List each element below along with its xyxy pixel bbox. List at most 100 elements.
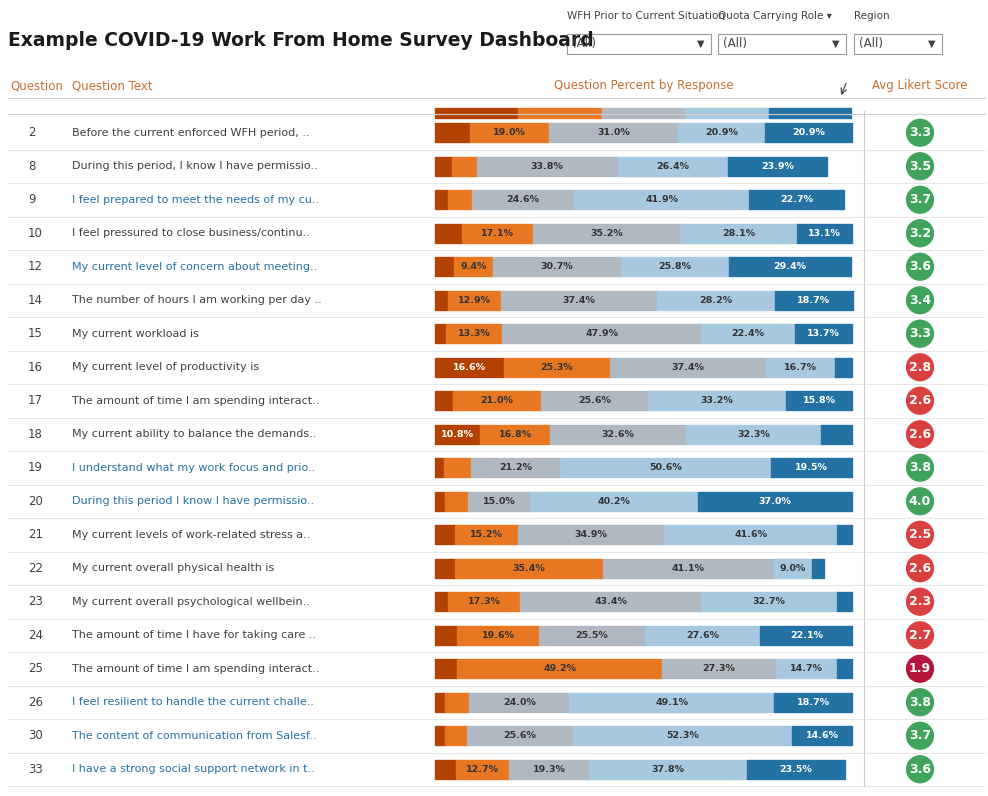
Bar (835, 357, 852, 377)
Bar (447, 324, 502, 343)
Circle shape (907, 689, 934, 716)
Text: 10.8%: 10.8% (441, 430, 474, 439)
Bar (457, 626, 538, 645)
Text: 19: 19 (28, 461, 43, 474)
Bar (574, 190, 749, 209)
Bar (747, 759, 845, 779)
Text: 14: 14 (28, 294, 43, 306)
Bar (435, 291, 448, 310)
Bar (701, 324, 795, 343)
Bar (728, 257, 852, 276)
Text: 9: 9 (28, 193, 36, 206)
Text: 34.9%: 34.9% (575, 530, 608, 539)
Text: 33: 33 (28, 763, 42, 776)
Bar (777, 659, 838, 678)
Text: 14.7%: 14.7% (790, 664, 823, 673)
Text: 10: 10 (28, 227, 42, 240)
Text: 16: 16 (28, 361, 43, 374)
Text: 14.6%: 14.6% (805, 732, 839, 740)
Text: 15.8%: 15.8% (802, 396, 836, 405)
Text: 17.3%: 17.3% (467, 597, 501, 607)
Bar (457, 659, 662, 678)
Bar (678, 123, 766, 142)
Bar (453, 257, 493, 276)
Text: Region: Region (854, 11, 889, 21)
Text: 32.6%: 32.6% (602, 430, 634, 439)
Circle shape (907, 622, 934, 649)
Text: 15.0%: 15.0% (482, 497, 515, 505)
Bar (445, 458, 471, 478)
Bar (480, 424, 550, 444)
Text: I feel prepared to meet the needs of my cu..: I feel prepared to meet the needs of my … (72, 195, 319, 205)
Bar (435, 424, 480, 444)
Circle shape (907, 119, 934, 146)
Bar (435, 525, 455, 544)
Text: 41.9%: 41.9% (645, 195, 678, 205)
Text: 4.0: 4.0 (909, 495, 931, 508)
Text: 32.3%: 32.3% (737, 430, 770, 439)
Bar (435, 726, 446, 746)
Text: 33.2%: 33.2% (700, 396, 733, 405)
Text: ▼: ▼ (832, 39, 840, 49)
Text: 40.2%: 40.2% (598, 497, 630, 505)
Text: 13.3%: 13.3% (457, 330, 490, 338)
Bar (621, 257, 728, 276)
FancyBboxPatch shape (567, 34, 711, 54)
Bar (680, 224, 797, 243)
Text: 27.6%: 27.6% (687, 630, 719, 640)
Bar (435, 458, 445, 478)
Bar (520, 592, 701, 611)
Text: 23.5%: 23.5% (780, 765, 812, 774)
Text: Question: Question (10, 80, 63, 92)
Text: 24.6%: 24.6% (507, 195, 539, 205)
Text: During this period I know I have permissio..: During this period I know I have permiss… (72, 496, 314, 506)
Bar (462, 224, 534, 243)
Bar (603, 559, 774, 578)
Text: 18.7%: 18.7% (796, 698, 830, 707)
Text: Question Text: Question Text (72, 80, 152, 92)
Bar (766, 357, 835, 377)
Text: 22.4%: 22.4% (732, 330, 765, 338)
Bar (686, 424, 821, 444)
Text: 9.0%: 9.0% (780, 564, 806, 573)
Bar (618, 157, 728, 176)
Bar (775, 291, 853, 310)
Bar (774, 693, 852, 712)
Text: 52.3%: 52.3% (666, 732, 699, 740)
Bar (821, 424, 852, 444)
Text: 15.2%: 15.2% (470, 530, 503, 539)
Bar (467, 492, 531, 511)
Bar (838, 592, 852, 611)
Circle shape (907, 253, 934, 280)
Circle shape (907, 555, 934, 582)
Circle shape (907, 521, 934, 548)
Bar (446, 492, 467, 511)
Text: 2.5: 2.5 (909, 529, 931, 541)
Text: 27.3%: 27.3% (702, 664, 736, 673)
Bar (452, 157, 476, 176)
Bar (435, 357, 504, 377)
Text: I feel resilient to handle the current challe..: I feel resilient to handle the current c… (72, 697, 314, 708)
Text: 2.6: 2.6 (909, 427, 931, 441)
Text: My current levels of work-related stress a..: My current levels of work-related stress… (72, 530, 310, 540)
Text: 17: 17 (28, 394, 43, 408)
Bar (573, 726, 791, 746)
Text: 2.7: 2.7 (909, 629, 931, 642)
Text: 25.3%: 25.3% (540, 363, 573, 372)
Text: 35.4%: 35.4% (513, 564, 545, 573)
Bar (760, 626, 853, 645)
Circle shape (907, 722, 934, 749)
Circle shape (907, 756, 934, 782)
Text: 18: 18 (28, 427, 42, 441)
Bar (701, 592, 838, 611)
Text: 16.8%: 16.8% (499, 430, 532, 439)
Text: 3.7: 3.7 (909, 729, 931, 742)
Text: 15: 15 (28, 327, 42, 340)
Text: 25: 25 (28, 662, 42, 675)
Text: 3.8: 3.8 (909, 461, 931, 474)
Bar (466, 726, 573, 746)
Text: 19.0%: 19.0% (493, 128, 526, 137)
Text: 26.4%: 26.4% (656, 162, 690, 171)
Text: 22: 22 (28, 562, 43, 575)
Text: 1.9: 1.9 (909, 662, 931, 675)
